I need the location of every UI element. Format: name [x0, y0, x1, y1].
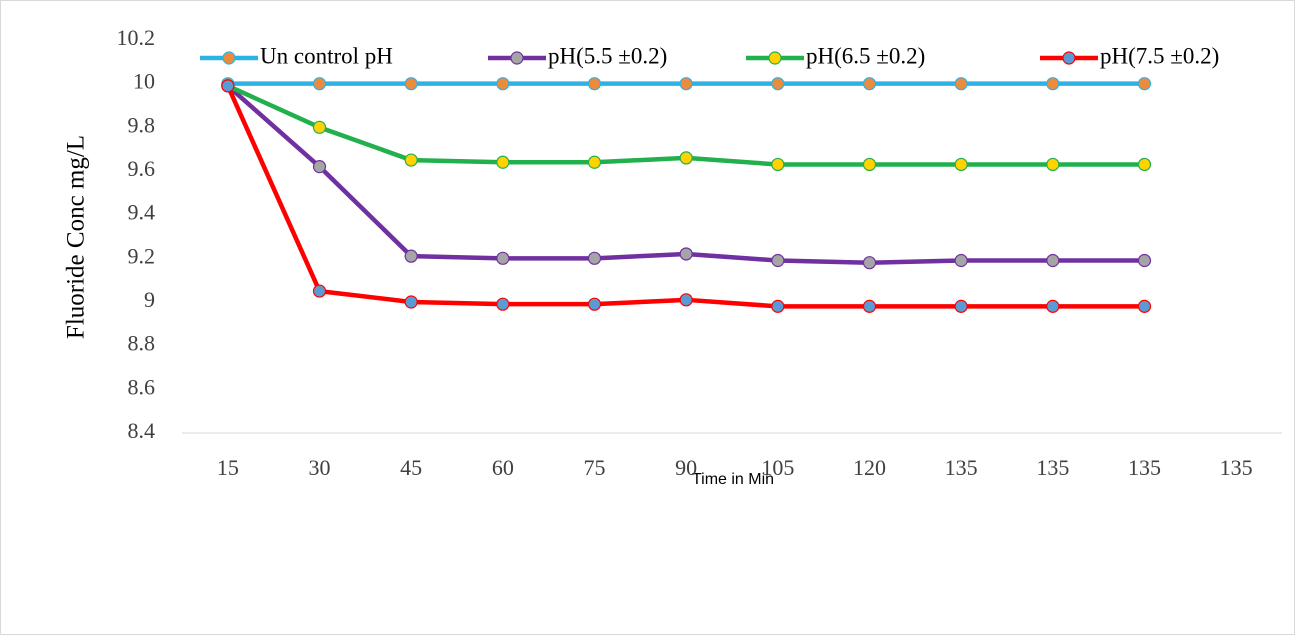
y-tick-label: 9 — [144, 287, 155, 312]
data-point — [954, 299, 968, 313]
x-tick-label: 135 — [1220, 455, 1253, 480]
y-tick-label: 10 — [133, 69, 155, 94]
x-tick-label: 45 — [400, 455, 422, 480]
data-point — [496, 297, 510, 311]
data-point — [496, 77, 510, 91]
legend-marker — [222, 51, 236, 65]
data-point — [771, 157, 785, 172]
y-axis-title: Fluoride Conc mg/L — [63, 135, 90, 339]
y-tick-label: 8.4 — [128, 418, 156, 443]
x-tick-label: 120 — [853, 455, 886, 480]
x-tick-label: 30 — [309, 455, 331, 480]
data-point — [312, 284, 327, 298]
legend-label: pH(7.5 ±0.2) — [1100, 43, 1219, 68]
x-tick-label: 75 — [584, 455, 606, 480]
x-tick-label: 135 — [945, 455, 978, 480]
data-point — [404, 295, 418, 309]
data-point — [312, 160, 327, 174]
data-point — [587, 251, 602, 265]
y-tick-label: 8.8 — [128, 331, 156, 356]
data-point — [496, 155, 510, 169]
x-tick-label: 135 — [1128, 455, 1161, 480]
data-point — [954, 77, 968, 91]
data-point — [404, 153, 418, 167]
data-point — [862, 299, 877, 313]
data-point — [404, 77, 418, 91]
x-tick-label: 135 — [1036, 455, 1069, 480]
data-point — [587, 77, 602, 91]
y-tick-label: 9.6 — [128, 156, 156, 181]
data-point — [771, 253, 785, 268]
legend-label: pH(6.5 ±0.2) — [806, 43, 925, 68]
data-point — [771, 299, 785, 313]
legend-marker — [510, 51, 524, 65]
legend-label: pH(5.5 ±0.2) — [548, 43, 667, 68]
y-tick-label: 10.2 — [117, 25, 156, 50]
data-point — [1137, 299, 1152, 313]
x-tick-label: 15 — [217, 455, 239, 480]
data-point — [404, 249, 418, 263]
data-point — [1046, 77, 1060, 91]
data-point — [496, 251, 510, 265]
y-tick-label: 8.6 — [128, 374, 156, 399]
data-point — [1137, 77, 1152, 91]
data-point — [1137, 253, 1152, 268]
data-point — [1046, 299, 1060, 313]
x-tick-label: 105 — [761, 455, 794, 480]
data-point — [954, 253, 968, 268]
data-point — [1046, 157, 1060, 172]
data-point — [679, 77, 693, 91]
data-point — [862, 157, 877, 172]
data-point — [862, 256, 877, 270]
data-point — [771, 77, 785, 91]
data-point — [862, 77, 877, 91]
data-point — [221, 79, 235, 93]
y-tick-label: 9.8 — [128, 112, 156, 137]
data-point — [954, 157, 968, 172]
y-tick-label: 9.4 — [128, 200, 156, 225]
x-tick-label: 60 — [492, 455, 514, 480]
data-point — [679, 293, 693, 307]
data-point — [1137, 157, 1152, 172]
data-point — [312, 77, 327, 91]
data-point — [679, 247, 693, 261]
y-tick-label: 9.2 — [128, 243, 156, 268]
data-point — [587, 155, 602, 169]
x-axis-title: Time in Min — [692, 471, 774, 488]
data-point — [679, 151, 693, 165]
legend-marker — [1062, 51, 1076, 65]
legend-marker — [768, 51, 782, 65]
data-point — [587, 297, 602, 311]
data-point — [1046, 253, 1060, 268]
x-tick-label: 90 — [675, 455, 697, 480]
legend-label: Un control pH — [260, 43, 393, 68]
data-point — [312, 120, 327, 134]
